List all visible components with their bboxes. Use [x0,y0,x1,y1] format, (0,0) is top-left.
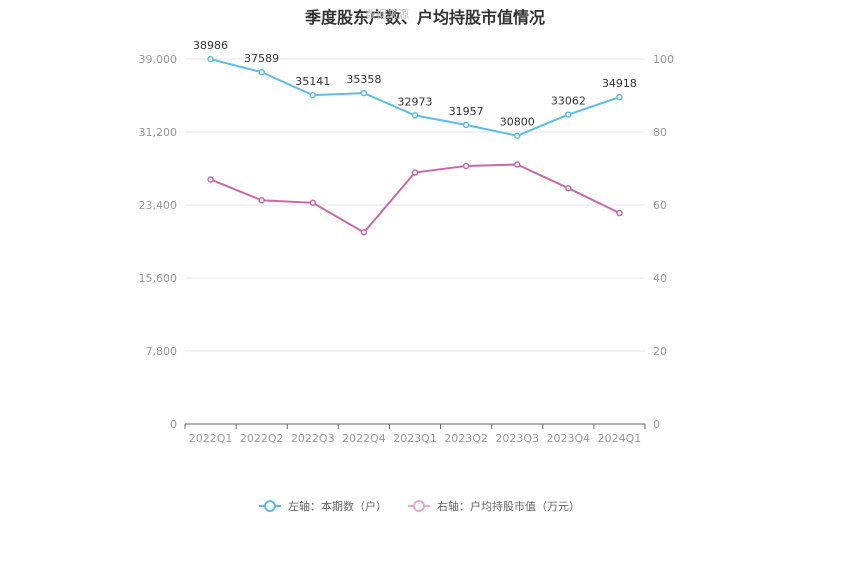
x-axis-tick-label: 2023Q1 [393,432,437,445]
x-axis-tick-label: 2023Q2 [444,432,488,445]
left-axis-tick-label: 7,800 [146,345,178,358]
x-axis-tick-label: 2024Q1 [598,432,642,445]
data-label: 34918 [602,77,637,90]
series-point-0 [513,132,521,139]
legend-marker [264,500,276,512]
series-point-1 [360,229,368,236]
x-axis-tick-label: 2022Q2 [240,432,284,445]
right-axis-tick-label: 0 [653,418,660,431]
data-label: 32973 [398,95,433,108]
right-axis-tick-label: 20 [653,345,667,358]
series-point-1 [309,199,317,207]
left-axis-tick-label: 39,000 [139,53,178,66]
x-axis-tick-label: 2023Q4 [547,432,591,445]
legend-label: 右轴：户均持股市值（万元） [437,499,580,513]
series-point-0 [360,89,368,97]
data-label: 37589 [244,52,279,65]
right-axis-tick-label: 60 [653,199,667,212]
series-point-0 [258,68,265,76]
x-axis-tick-label: 2023Q3 [495,432,539,445]
right-axis-tick-label: 100 [653,53,674,66]
series-point-1 [616,209,623,217]
data-label: 35358 [346,73,381,86]
data-label: 33062 [551,95,586,108]
data-label: 30800 [500,116,535,129]
right-axis-tick-label: 80 [653,126,667,139]
legend-marker [413,500,425,512]
x-axis-tick-label: 2022Q4 [342,432,386,445]
left-axis-tick-label: 0 [170,418,177,431]
series-point-1 [411,169,419,176]
series-point-0 [462,121,470,129]
x-axis-tick-label: 2022Q3 [291,432,335,445]
right-axis-tick-label: 40 [653,272,667,285]
series-point-0 [411,112,419,119]
x-axis-tick-label: 2022Q1 [189,432,233,445]
series-point-1 [258,197,265,204]
left-axis-tick-label: 31,200 [139,126,178,139]
data-label: 35141 [295,75,330,88]
data-label: 31957 [449,105,484,118]
left-axis-tick-label: 23,400 [139,199,178,212]
left-axis-tick-label: 15,600 [139,272,178,285]
series-point-1 [565,184,572,192]
series-point-0 [565,111,572,118]
watermark: 数据来源 [365,8,409,21]
legend-label: 左轴：本期数（户） [288,499,387,513]
chart-title: 季度股东户数、户均持股市值情况 [304,8,545,27]
series-point-1 [462,162,470,170]
series-point-0 [616,93,623,101]
series-point-0 [309,91,317,99]
series-point-0 [207,55,214,63]
data-label: 38986 [193,39,228,52]
series-point-1 [207,176,214,183]
series-point-1 [513,161,521,168]
